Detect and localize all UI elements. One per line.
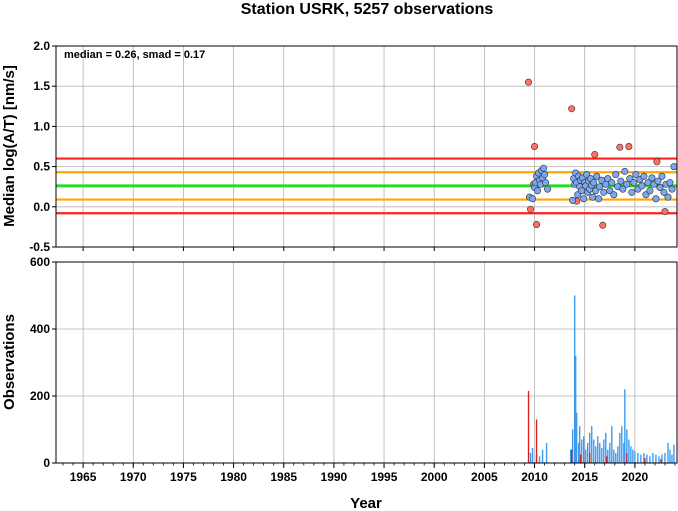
- point-blue-39: [595, 195, 603, 203]
- top-ytick-label-5: 2.0: [33, 39, 50, 53]
- point-blue-42: [600, 188, 608, 196]
- point-blue-57: [632, 171, 640, 179]
- chart-title: Station USRK, 5257 observations: [241, 1, 494, 18]
- point-blue-64: [646, 187, 654, 195]
- point-red-2: [531, 143, 539, 151]
- point-blue-76: [670, 163, 678, 171]
- top-y-ticks: -0.5 0.0 0.5 1.0 1.5 2.0: [29, 39, 636, 254]
- bottom-x-ticks: 1965 1970 1975 1980 1985 1990 1995 2000 2005 2010…: [62, 463, 676, 484]
- xtick-label-1970: 1970: [120, 470, 147, 484]
- point-blue-12: [541, 171, 549, 179]
- point-blue-11: [540, 164, 548, 172]
- top-y-axis-label: Median log(A/T) [nm/s]: [1, 65, 18, 227]
- point-blue-51: [619, 185, 627, 193]
- point-blue-26: [580, 195, 588, 203]
- point-red-9: [625, 143, 633, 151]
- point-red-8: [616, 143, 624, 151]
- xtick-label-1965: 1965: [70, 470, 97, 484]
- point-blue-56: [630, 179, 638, 187]
- top-plot-frame: [55, 45, 678, 248]
- point-blue-70: [658, 172, 666, 180]
- point-blue-15: [569, 196, 577, 204]
- point-blue-38: [593, 172, 601, 180]
- x-axis-label: Year: [350, 495, 382, 511]
- bottom-plot-frame: [55, 261, 678, 464]
- point-blue-52: [621, 167, 629, 175]
- bottom-ytick-label-1: 200: [30, 389, 50, 403]
- top-ytick-label-2: 0.5: [33, 160, 50, 174]
- point-blue-1: [529, 195, 537, 203]
- bottom-panel: 0 200 400 600 1965 1970 1975 1980 1985 1990 1995 2…: [1, 255, 678, 511]
- point-red-3: [533, 220, 541, 228]
- top-data-points: [525, 78, 678, 229]
- bottom-y-axis-label: Observations: [1, 314, 18, 410]
- top-ytick-label-1: 0.0: [33, 200, 50, 214]
- point-blue-71: [660, 188, 668, 196]
- point-blue-47: [610, 191, 618, 199]
- point-blue-61: [640, 172, 648, 180]
- point-red-0: [525, 78, 533, 86]
- point-blue-13: [542, 179, 550, 187]
- point-red-6: [591, 151, 599, 159]
- xtick-label-2010: 2010: [521, 470, 548, 484]
- bottom-ytick-label-3: 600: [30, 255, 50, 269]
- xtick-label-1980: 1980: [220, 470, 247, 484]
- point-red-1: [527, 205, 535, 213]
- point-blue-40: [596, 183, 604, 191]
- point-blue-55: [628, 188, 636, 196]
- point-blue-14: [544, 185, 552, 193]
- point-blue-75: [668, 185, 676, 193]
- xtick-label-1995: 1995: [371, 470, 398, 484]
- bottom-bars: [527, 295, 675, 463]
- top-ytick-label-3: 1.0: [33, 119, 50, 133]
- point-blue-69: [656, 184, 664, 192]
- bottom-grid: [56, 261, 677, 464]
- point-blue-74: [666, 179, 674, 187]
- point-blue-35: [589, 193, 597, 201]
- point-blue-48: [612, 171, 620, 179]
- point-red-11: [653, 158, 661, 166]
- top-grid: [56, 45, 677, 248]
- bottom-ytick-label-0: 0: [43, 456, 50, 470]
- point-blue-50: [617, 177, 625, 185]
- top-ytick-label-0: -0.5: [29, 240, 50, 254]
- xtick-label-1985: 1985: [270, 470, 297, 484]
- xtick-label-1975: 1975: [170, 470, 197, 484]
- point-blue-60: [638, 182, 646, 190]
- bottom-ytick-label-2: 400: [30, 322, 50, 336]
- top-panel: -0.5 0.0 0.5 1.0 1.5 2.0 median = 0.26, smad …: [1, 39, 678, 254]
- point-blue-46: [608, 179, 616, 187]
- top-ytick-label-4: 1.5: [33, 79, 50, 93]
- xtick-label-2000: 2000: [421, 470, 448, 484]
- point-blue-73: [664, 193, 672, 201]
- xtick-label-1990: 1990: [321, 470, 348, 484]
- xtick-label-2005: 2005: [471, 470, 498, 484]
- stats-annotation: median = 0.26, smad = 0.17: [64, 49, 205, 61]
- point-blue-36: [590, 179, 598, 187]
- point-red-7: [599, 221, 607, 229]
- point-blue-67: [652, 195, 660, 203]
- point-blue-65: [648, 174, 656, 182]
- xtick-label-2020: 2020: [622, 470, 649, 484]
- point-blue-5: [534, 187, 542, 195]
- point-blue-53: [623, 180, 631, 188]
- point-red-5: [568, 105, 576, 113]
- point-red-10: [661, 208, 669, 216]
- point-blue-68: [654, 177, 662, 185]
- xtick-label-2015: 2015: [571, 470, 598, 484]
- bottom-y-ticks: 0 200 400 600: [30, 255, 56, 470]
